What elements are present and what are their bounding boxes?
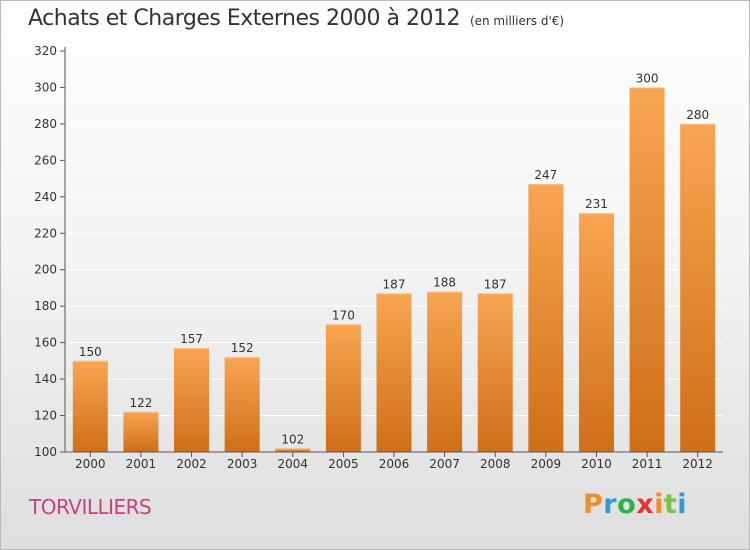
data-label: 102 xyxy=(281,432,304,446)
data-label: 188 xyxy=(433,276,456,290)
bar[interactable] xyxy=(325,324,361,452)
bar[interactable] xyxy=(123,411,159,452)
bar[interactable] xyxy=(224,357,260,452)
data-label: 122 xyxy=(129,396,152,410)
x-tick-label: 2002 xyxy=(176,457,207,471)
bar[interactable] xyxy=(72,360,108,452)
y-tick-label: 280 xyxy=(34,117,57,131)
bar[interactable] xyxy=(376,293,412,452)
brand-letter: o xyxy=(617,489,637,520)
y-tick-label: 160 xyxy=(34,336,57,350)
x-tick-label: 2009 xyxy=(531,457,562,471)
x-tick-label: 2005 xyxy=(328,457,359,471)
data-label: 247 xyxy=(534,168,557,182)
chart-title: Achats et Charges Externes 2000 à 2012 (e… xyxy=(28,6,564,31)
proxiti-logo[interactable]: Proxiti xyxy=(583,489,687,520)
y-tick-label: 200 xyxy=(34,263,57,277)
brand-letter: t xyxy=(663,489,678,520)
x-tick-label: 2010 xyxy=(581,457,612,471)
brand-letter: i xyxy=(654,489,664,520)
axes: 100 120 140 160 180 200 220 240 260 280 300 320 2000… xyxy=(34,44,723,471)
y-tick-label: 260 xyxy=(34,153,57,167)
location-name: TORVILLIERS xyxy=(29,495,152,519)
data-label: 187 xyxy=(484,277,507,291)
y-tick-label: 320 xyxy=(34,44,57,58)
x-tick-label: 2003 xyxy=(227,457,258,471)
data-label: 170 xyxy=(332,308,355,322)
x-tick-label: 2001 xyxy=(126,457,157,471)
bar[interactable] xyxy=(629,87,665,453)
data-label: 187 xyxy=(383,277,406,291)
y-tick-label: 140 xyxy=(34,372,57,386)
bar[interactable] xyxy=(275,448,311,452)
x-tick-label: 2011 xyxy=(632,457,663,471)
x-tick-label: 2012 xyxy=(682,457,713,471)
brand-letter: x xyxy=(636,489,655,520)
brand-letter: r xyxy=(603,489,618,520)
chart-unit-label: (en milliers d'€) xyxy=(469,14,565,28)
x-tick-label: 2007 xyxy=(429,457,460,471)
data-label: 231 xyxy=(585,197,608,211)
y-tick-label: 180 xyxy=(34,299,57,313)
y-tick-label: 300 xyxy=(34,80,57,94)
brand-letter: P xyxy=(583,489,604,520)
bar[interactable] xyxy=(477,293,513,452)
chart-title-text: Achats et Charges Externes 2000 à 2012 xyxy=(28,6,460,31)
x-tick-label: 2008 xyxy=(480,457,511,471)
x-tick-label: 2000 xyxy=(75,457,106,471)
bar[interactable] xyxy=(680,123,716,452)
bar[interactable] xyxy=(174,348,210,452)
bar[interactable] xyxy=(578,213,614,452)
data-label: 300 xyxy=(636,71,659,85)
bar[interactable] xyxy=(427,291,463,452)
y-tick-label: 120 xyxy=(34,409,57,423)
y-tick-label: 100 xyxy=(34,445,57,459)
x-tick-label: 2004 xyxy=(277,457,308,471)
y-tick-label: 220 xyxy=(34,226,57,240)
y-tick-label: 240 xyxy=(34,190,57,204)
data-label: 157 xyxy=(180,332,203,346)
brand-letter: i xyxy=(677,489,688,520)
data-label: 280 xyxy=(686,108,709,122)
bars: 150 122 157 152 102 170 187 188 187 247 231 300 280 xyxy=(72,71,716,453)
bar[interactable] xyxy=(528,184,564,453)
data-label: 152 xyxy=(231,341,254,355)
data-label: 150 xyxy=(79,345,102,359)
x-tick-label: 2006 xyxy=(379,457,410,471)
